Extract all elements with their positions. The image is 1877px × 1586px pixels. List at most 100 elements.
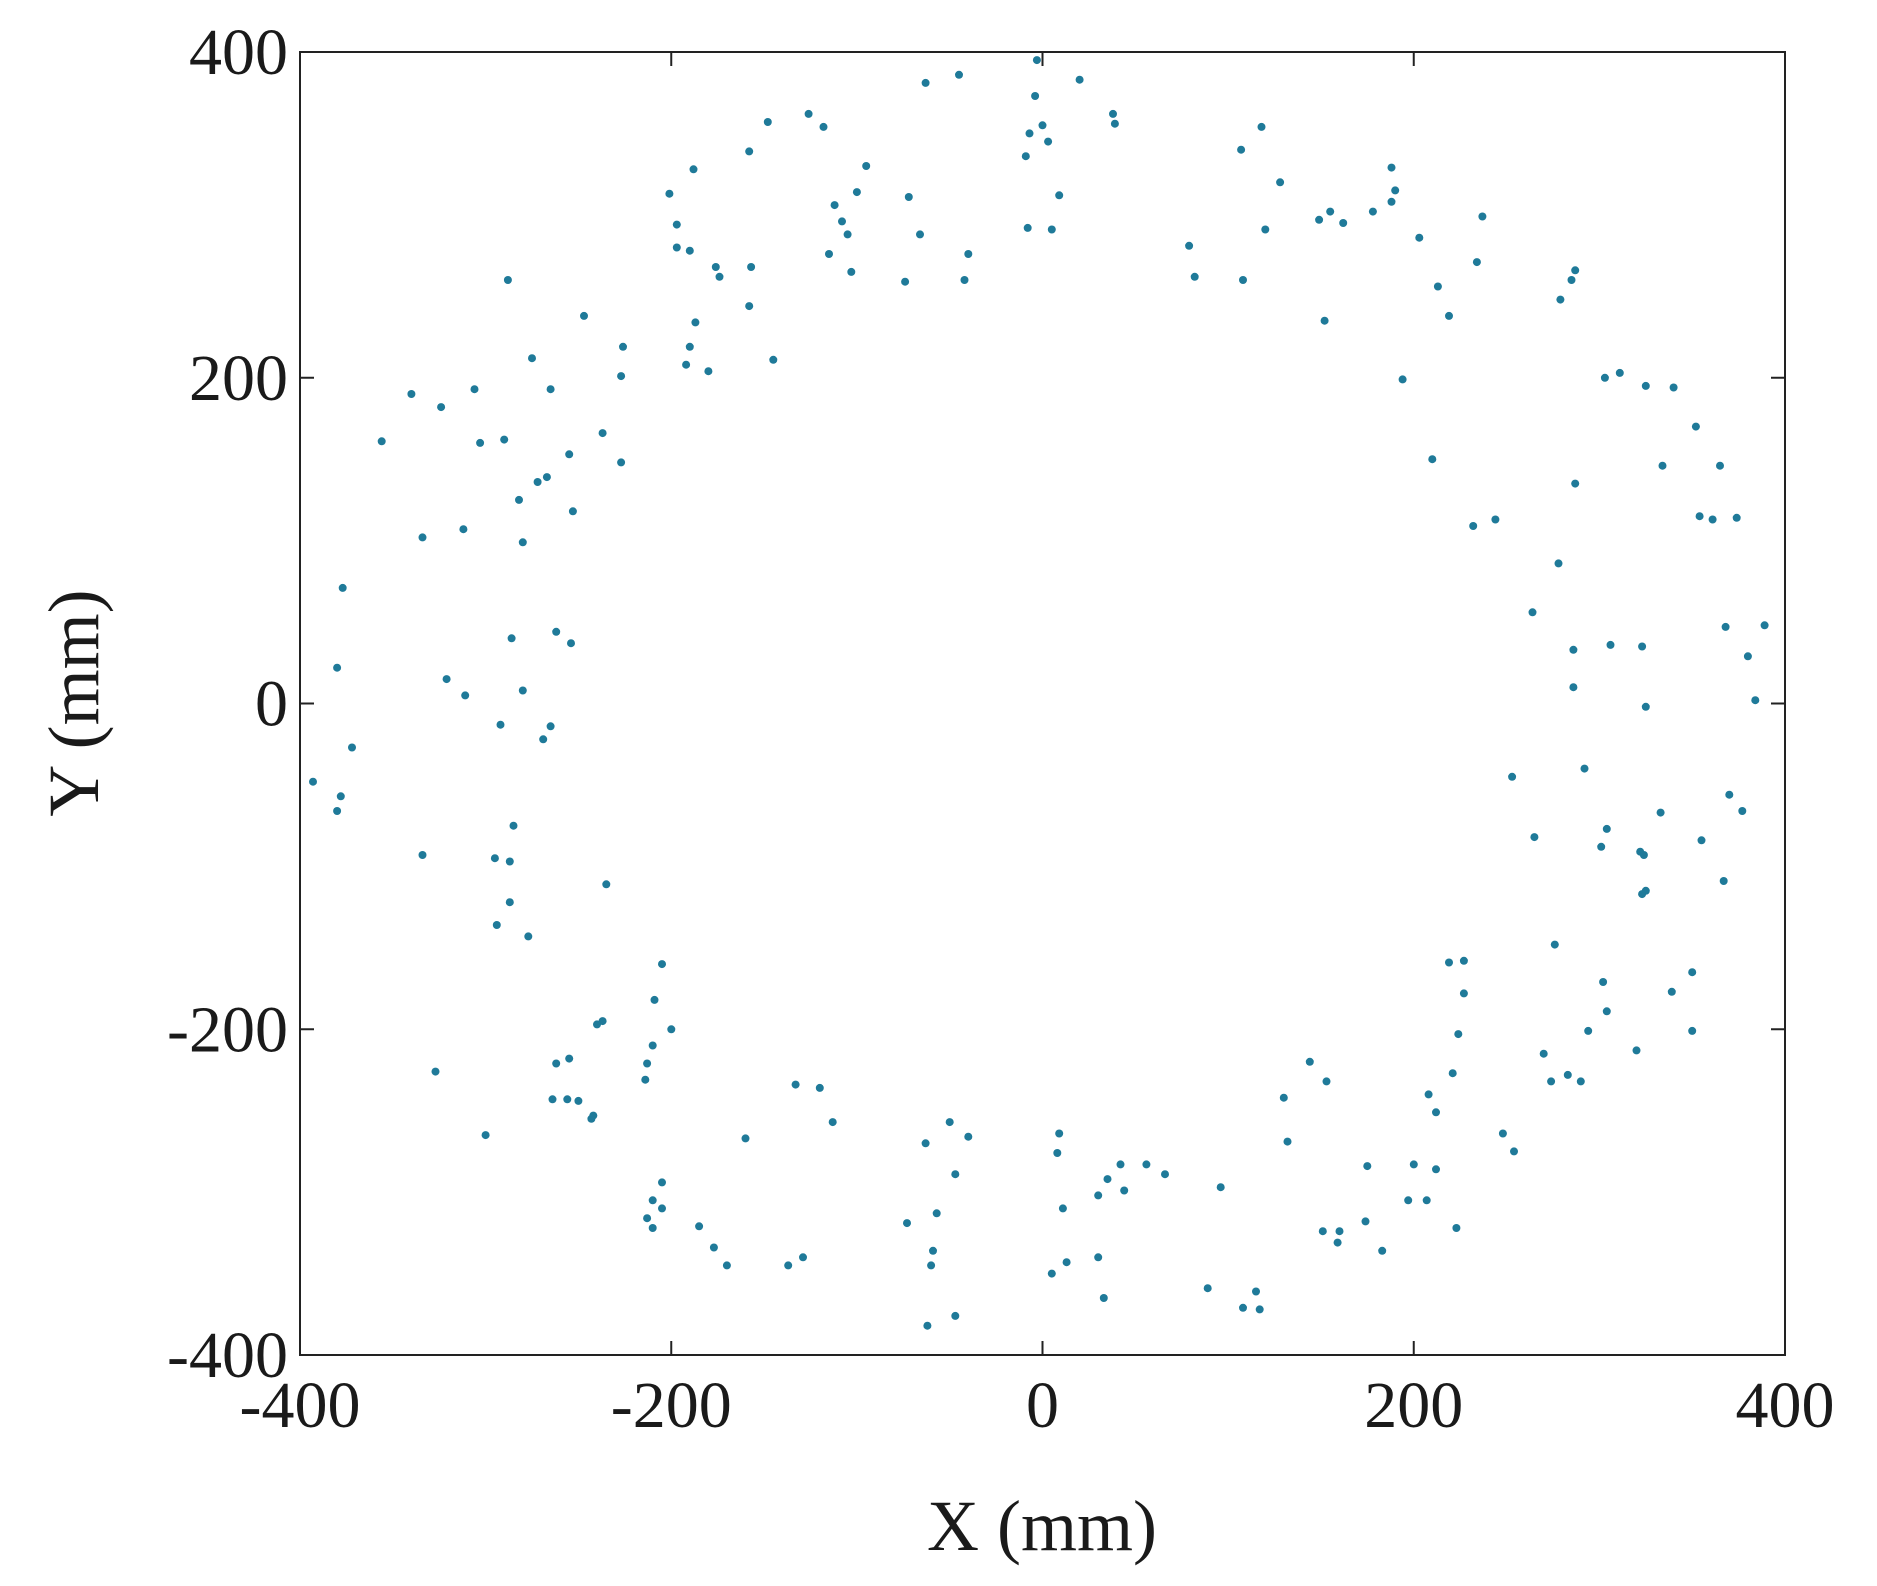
data-point xyxy=(862,162,871,170)
data-point xyxy=(745,302,754,311)
data-point xyxy=(546,385,555,394)
data-point xyxy=(1276,178,1285,187)
data-point xyxy=(1363,1162,1372,1171)
data-point xyxy=(407,390,416,398)
data-point xyxy=(1721,622,1730,631)
data-point xyxy=(932,1209,941,1218)
data-point xyxy=(1023,223,1032,232)
data-point xyxy=(1021,152,1030,161)
data-point xyxy=(804,109,813,118)
data-point xyxy=(333,663,342,672)
data-point xyxy=(901,277,910,286)
data-point xyxy=(437,403,446,412)
data-point xyxy=(1094,1253,1103,1262)
data-point xyxy=(431,1067,440,1076)
data-point xyxy=(580,311,588,320)
data-point xyxy=(1257,122,1266,131)
data-point xyxy=(1161,1170,1169,1179)
data-point xyxy=(1530,833,1539,842)
data-point xyxy=(552,1059,561,1068)
data-point xyxy=(1333,1238,1342,1247)
data-point xyxy=(1320,316,1329,325)
data-point xyxy=(964,1132,973,1141)
data-point xyxy=(1641,702,1650,711)
x-tick-label: -200 xyxy=(611,1369,732,1442)
data-point xyxy=(1563,1070,1572,1079)
data-point xyxy=(470,385,479,394)
data-point xyxy=(1424,1090,1433,1099)
data-point xyxy=(1387,163,1396,172)
data-point xyxy=(1185,241,1194,250)
data-point xyxy=(1454,1030,1463,1039)
data-point xyxy=(1387,197,1396,206)
data-point xyxy=(1597,842,1606,851)
data-point xyxy=(769,355,778,364)
data-point xyxy=(1391,186,1400,195)
data-point xyxy=(1602,824,1611,833)
data-point xyxy=(722,1261,731,1270)
data-point xyxy=(1669,383,1678,392)
data-point xyxy=(1452,1224,1461,1232)
data-point xyxy=(442,675,451,684)
data-point xyxy=(552,627,561,636)
data-point xyxy=(1062,1258,1071,1267)
data-point xyxy=(791,1080,800,1089)
data-point xyxy=(1432,1108,1440,1117)
x-tick-label: -400 xyxy=(240,1369,361,1442)
data-point xyxy=(1094,1191,1103,1200)
data-point xyxy=(685,246,694,255)
data-point xyxy=(1378,1246,1387,1255)
data-point xyxy=(1216,1183,1225,1192)
data-point xyxy=(490,854,499,863)
data-point xyxy=(1099,1294,1108,1302)
data-point xyxy=(1738,807,1747,815)
data-point xyxy=(1432,1165,1440,1174)
x-tick-label: 400 xyxy=(1736,1369,1835,1442)
data-point xyxy=(1203,1284,1212,1293)
data-point xyxy=(1719,877,1728,885)
data-point xyxy=(546,722,555,731)
data-point xyxy=(1638,890,1647,899)
data-point xyxy=(598,429,607,438)
data-point xyxy=(481,1131,490,1140)
data-point xyxy=(1445,958,1453,967)
data-point xyxy=(1639,851,1648,859)
y-tick-label: 200 xyxy=(189,342,288,415)
data-point xyxy=(1339,219,1348,227)
data-point xyxy=(1606,640,1615,649)
data-point xyxy=(309,777,317,786)
data-point xyxy=(643,1214,652,1223)
data-point xyxy=(1055,191,1064,200)
data-point xyxy=(1641,381,1650,390)
data-point xyxy=(1472,258,1481,267)
data-point xyxy=(1539,1049,1548,1058)
data-point xyxy=(916,230,924,239)
data-point xyxy=(828,1118,837,1127)
data-point xyxy=(1433,282,1442,291)
data-point xyxy=(648,1224,657,1232)
data-point xyxy=(617,372,626,381)
data-point xyxy=(691,318,700,327)
data-point xyxy=(496,720,505,729)
data-point xyxy=(518,686,527,695)
data-point xyxy=(1550,940,1559,949)
data-point xyxy=(747,263,756,271)
data-point xyxy=(1599,978,1608,986)
data-point xyxy=(819,122,828,131)
axes-frame xyxy=(299,51,1786,1356)
data-point xyxy=(658,960,666,969)
data-point xyxy=(964,250,973,258)
data-point xyxy=(507,634,516,643)
data-point xyxy=(1103,1175,1112,1184)
data-point xyxy=(500,435,509,444)
data-point xyxy=(1571,266,1580,275)
data-point xyxy=(1283,1137,1292,1146)
data-point xyxy=(1469,522,1478,530)
data-point xyxy=(1326,207,1335,216)
x-axis-label: X (mm) xyxy=(927,1486,1157,1566)
data-point xyxy=(1110,119,1119,128)
data-point xyxy=(1658,461,1667,470)
data-point xyxy=(567,639,575,648)
data-point xyxy=(741,1134,750,1143)
data-point xyxy=(1261,225,1270,234)
